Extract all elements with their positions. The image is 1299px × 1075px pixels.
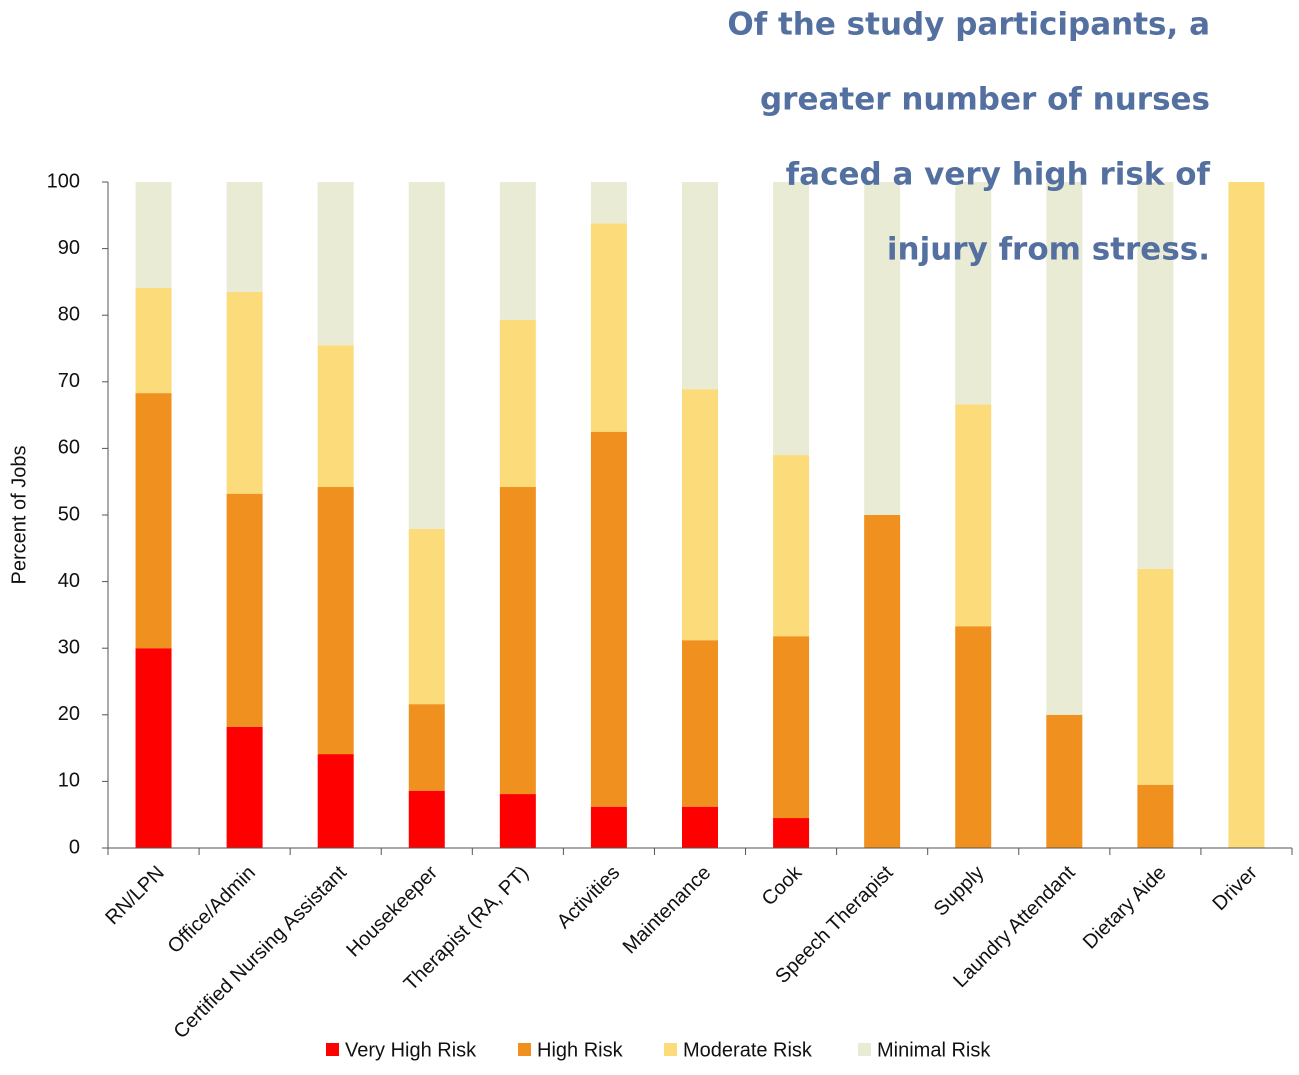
annotation: faced a very high risk of [786, 157, 1211, 193]
y-tick-label: 0 [69, 836, 80, 858]
y-tick-label: 50 [58, 503, 80, 525]
x-tick-label: Cook [758, 861, 807, 910]
bar-segment [682, 640, 718, 807]
y-tick-label: 10 [58, 770, 80, 792]
bar-segment [682, 389, 718, 641]
bar-segment [317, 487, 354, 755]
bar-segment [955, 404, 992, 627]
bar-segment [135, 393, 172, 649]
x-tick-label: Supply [930, 862, 989, 921]
x-tick-label: Housekeeper [342, 861, 442, 961]
y-tick-label: 20 [58, 703, 80, 725]
bar-segment [864, 182, 901, 515]
y-tick-label: 70 [58, 370, 80, 392]
bar-segment [317, 754, 354, 848]
bar-segment [317, 182, 354, 346]
bar-segment [773, 182, 810, 456]
bar-segment [682, 182, 718, 390]
bar-segment [408, 528, 445, 705]
annotation: injury from stress. [887, 232, 1210, 268]
bar-segment [955, 626, 992, 848]
bar-segment [135, 287, 172, 394]
bar-segment [590, 431, 627, 807]
bar-segment [1137, 568, 1174, 785]
legend-label: High Risk [537, 1039, 624, 1061]
bar-segment [499, 319, 536, 488]
bar-segment [135, 648, 172, 848]
y-tick-label: 90 [58, 237, 80, 259]
x-tick-label: Dietary Aide [1079, 862, 1171, 954]
bar-segment [226, 726, 263, 848]
bar-segment [590, 806, 627, 848]
bar-segment [590, 182, 627, 224]
legend-swatch [518, 1043, 531, 1056]
legend-swatch [664, 1043, 677, 1056]
y-tick-label: 40 [58, 570, 80, 592]
bar-segment [1046, 182, 1083, 715]
legend-swatch [858, 1043, 871, 1056]
bar-segment [682, 806, 718, 848]
bar-segment [1137, 784, 1174, 848]
bar-segment [408, 182, 445, 529]
y-axis-title: Percent of Jobs [8, 446, 30, 585]
bar-segment [408, 704, 445, 791]
x-tick-label: Certified Nursing Assistant [170, 861, 352, 1043]
y-tick-label: 60 [58, 437, 80, 459]
bar-segment [499, 487, 536, 795]
x-tick-label: Driver [1208, 861, 1262, 915]
bar-segment [226, 291, 263, 494]
bar-segment [226, 493, 263, 727]
x-tick-label: Office/Admin [164, 862, 260, 958]
y-tick-label: 30 [58, 636, 80, 658]
bar-segment [864, 515, 901, 848]
bar-segment [135, 182, 172, 288]
y-tick-label: 100 [47, 170, 80, 192]
x-tick-label: Activities [553, 862, 624, 933]
bar-segment [773, 455, 810, 637]
y-tick-label: 80 [58, 303, 80, 325]
bar-segment [226, 182, 263, 292]
bar-segment [1228, 182, 1265, 848]
bar-segment [317, 345, 354, 488]
bar-segment [408, 790, 445, 848]
bar-segment [773, 818, 810, 848]
legend-label: Moderate Risk [683, 1039, 813, 1061]
annotation: greater number of nurses [760, 82, 1210, 118]
legend-label: Minimal Risk [877, 1039, 991, 1061]
bar-segment [590, 223, 627, 432]
bar-segment [1046, 714, 1083, 848]
bar-segment [955, 182, 992, 405]
x-tick-label: RN/LPN [101, 862, 168, 929]
x-tick-label: Maintenance [619, 862, 716, 959]
legend-label: Very High Risk [345, 1039, 477, 1061]
bar-segment [1137, 182, 1174, 569]
legend-swatch [326, 1043, 339, 1056]
bar-segment [773, 636, 810, 819]
bar-segment [499, 182, 536, 320]
annotation: Of the study participants, a [727, 7, 1210, 43]
bar-segment [499, 794, 536, 848]
